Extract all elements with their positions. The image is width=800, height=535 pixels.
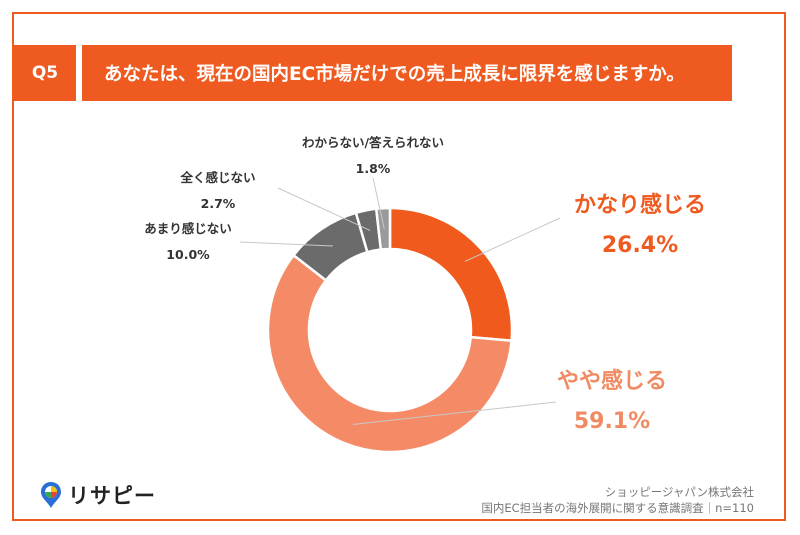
slice-label-value: 1.8% <box>355 161 391 176</box>
slice-label-value: 26.4% <box>601 233 679 258</box>
slice-label: やや感じる 59.1% <box>557 362 667 442</box>
leader-line <box>464 217 561 262</box>
risapy-logo: リサピー <box>40 480 156 510</box>
leader-line <box>239 241 333 247</box>
leader-line <box>352 401 557 425</box>
slice-label: わからない/答えられない 1.8% <box>302 130 444 182</box>
slice-label-value: 59.1% <box>573 409 651 434</box>
donut-slice <box>388 206 514 343</box>
slice-label-name: 全く感じない <box>180 170 256 185</box>
donut-slice <box>374 206 392 251</box>
slice-label-name: やや感じる <box>556 369 668 394</box>
slice-label-name: かなり感じる <box>573 193 707 218</box>
slice-label-name: あまり感じない <box>144 221 232 236</box>
slice-label-value: 2.7% <box>200 196 236 211</box>
leader-line <box>277 187 371 231</box>
footer-survey: 国内EC担当者の海外展開に関する意識調査｜n=110 <box>481 501 754 515</box>
slice-label: 全く感じない 2.7% <box>180 165 255 217</box>
slice-label: かなり感じる 26.4% <box>574 186 706 266</box>
footer-source: ショッピージャパン株式会社 国内EC担当者の海外展開に関する意識調査｜n=110 <box>481 484 754 516</box>
question-header: Q5 あなたは、現在の国内EC市場だけでの売上成長に限界を感じますか。 <box>14 45 786 101</box>
slice-label: あまり感じない 10.0% <box>144 216 232 268</box>
logo-text: リサピー <box>68 484 156 508</box>
slice-label-value: 10.0% <box>166 247 210 262</box>
logo-pin-icon <box>41 482 61 508</box>
slice-label-name: わからない/答えられない <box>301 135 445 150</box>
question-badge: Q5 <box>14 45 76 101</box>
leader-line <box>372 177 385 229</box>
donut-slice <box>266 253 513 454</box>
footer-company: ショッピージャパン株式会社 <box>604 485 754 499</box>
question-title: あなたは、現在の国内EC市場だけでの売上成長に限界を感じますか。 <box>82 45 732 101</box>
